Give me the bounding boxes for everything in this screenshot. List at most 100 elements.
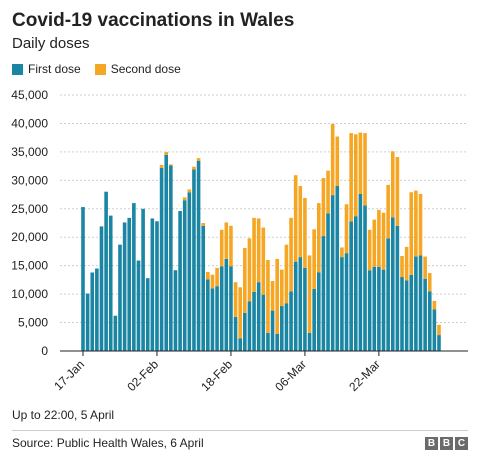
- bar-first-dose: [367, 270, 372, 351]
- bar-first-dose: [381, 269, 386, 351]
- bar-first-dose: [377, 266, 381, 351]
- chart-title: Covid-19 vaccinations in Wales: [12, 10, 295, 31]
- bar-first-dose: [192, 169, 196, 351]
- bar-first-dose: [206, 279, 210, 351]
- bar-first-dose: [335, 186, 340, 351]
- bar-second-dose: [372, 219, 377, 267]
- bar-second-dose: [192, 166, 196, 170]
- bar-second-dose: [312, 229, 316, 289]
- bar-second-dose: [284, 244, 289, 304]
- bar-first-dose: [358, 193, 363, 351]
- y-tick-label: 20,000: [11, 230, 48, 244]
- bar-first-dose: [252, 291, 256, 351]
- bar-second-dose: [381, 212, 386, 270]
- bar-first-dose: [229, 266, 233, 351]
- bar-first-dose: [395, 225, 400, 351]
- bar-second-dose: [224, 222, 229, 259]
- bar-first-dose: [173, 270, 178, 351]
- bar-second-dose: [164, 151, 169, 155]
- bar-second-dose: [330, 124, 335, 196]
- bar-second-dose: [427, 273, 432, 292]
- x-tick-label: 17-Jan: [51, 357, 87, 393]
- bar-first-dose: [104, 191, 108, 351]
- legend-item-second-dose: Second dose: [94, 62, 181, 76]
- bar-first-dose: [293, 261, 298, 351]
- bar-first-dose: [215, 286, 219, 351]
- bar-second-dose: [293, 175, 298, 262]
- bar-first-dose: [363, 205, 367, 351]
- logo-letter: B: [425, 437, 438, 450]
- bbc-logo: B B C: [425, 437, 468, 450]
- legend-label-first-dose: First dose: [28, 62, 81, 76]
- bar-second-dose: [409, 192, 414, 275]
- x-tick-label: 02-Feb: [124, 357, 161, 394]
- y-tick-label: 10,000: [11, 287, 48, 301]
- bar-first-dose: [270, 310, 275, 351]
- legend-swatch-first-dose: [12, 63, 23, 75]
- y-tick-label: 35,000: [11, 145, 48, 159]
- bar-second-dose: [261, 227, 266, 295]
- bar-first-dose: [423, 278, 427, 351]
- bar-first-dose: [210, 288, 215, 351]
- bar-first-dose: [90, 272, 95, 351]
- bar-second-dose: [280, 269, 284, 307]
- footnote: Up to 22:00, 5 April: [12, 408, 115, 422]
- y-tick-label: 30,000: [11, 173, 48, 187]
- bar-first-dose: [261, 294, 266, 351]
- bar-first-dose: [316, 272, 321, 351]
- bar-second-dose: [423, 256, 427, 279]
- bar-second-dose: [349, 133, 353, 222]
- y-tick-label: 45,000: [11, 88, 48, 102]
- bar-first-dose: [108, 215, 113, 351]
- bar-second-dose: [344, 204, 349, 254]
- legend-swatch-second-dose: [94, 63, 106, 75]
- bar-first-dose: [150, 218, 155, 351]
- bar-first-dose: [219, 266, 224, 351]
- y-tick-label: 5,000: [18, 316, 48, 330]
- logo-letter: B: [440, 437, 453, 450]
- bar-first-dose: [247, 301, 252, 351]
- bar-second-dose: [187, 189, 192, 193]
- legend: First dose Second dose: [12, 62, 195, 76]
- bar-first-dose: [400, 277, 404, 351]
- x-tick-label: 18-Feb: [198, 357, 235, 394]
- bar-first-dose: [155, 221, 159, 351]
- bar-second-dose: [289, 217, 293, 292]
- bar-first-dose: [312, 288, 316, 351]
- bar-second-dose: [367, 229, 372, 271]
- bar-first-dose: [344, 253, 349, 351]
- bar-second-dose: [395, 157, 400, 226]
- bar-second-dose: [196, 158, 201, 161]
- bar-first-dose: [326, 213, 330, 351]
- bar-second-dose: [252, 217, 256, 292]
- bar-first-dose: [118, 244, 122, 351]
- bar-second-dose: [353, 134, 358, 217]
- bar-first-dose: [201, 225, 206, 351]
- bar-first-dose: [178, 211, 182, 351]
- bar-first-dose: [298, 257, 303, 351]
- bar-first-dose: [164, 154, 169, 351]
- bar-second-dose: [215, 267, 219, 287]
- logo-letter: C: [455, 437, 468, 450]
- bar-first-dose: [340, 257, 344, 351]
- bar-first-dose: [81, 207, 85, 351]
- bar-second-dose: [358, 132, 363, 194]
- bar-second-dose: [233, 282, 238, 317]
- y-tick-label: 40,000: [11, 116, 48, 130]
- bar-second-dose: [326, 170, 330, 214]
- bar-second-dose: [219, 229, 224, 267]
- bar-second-dose: [247, 238, 252, 302]
- footer-divider: [12, 430, 468, 431]
- y-tick-label: 25,000: [11, 202, 48, 216]
- bar-second-dose: [404, 246, 409, 281]
- bar-second-dose: [414, 190, 418, 257]
- bar-second-dose: [182, 197, 187, 201]
- y-tick-label: 0: [41, 344, 48, 358]
- bar-first-dose: [145, 278, 150, 351]
- bar-second-dose: [206, 271, 210, 280]
- bar-first-dose: [275, 333, 279, 351]
- legend-item-first-dose: First dose: [12, 62, 81, 76]
- bar-first-dose: [238, 338, 242, 351]
- bar-first-dose: [132, 203, 136, 351]
- bar-second-dose: [432, 300, 437, 310]
